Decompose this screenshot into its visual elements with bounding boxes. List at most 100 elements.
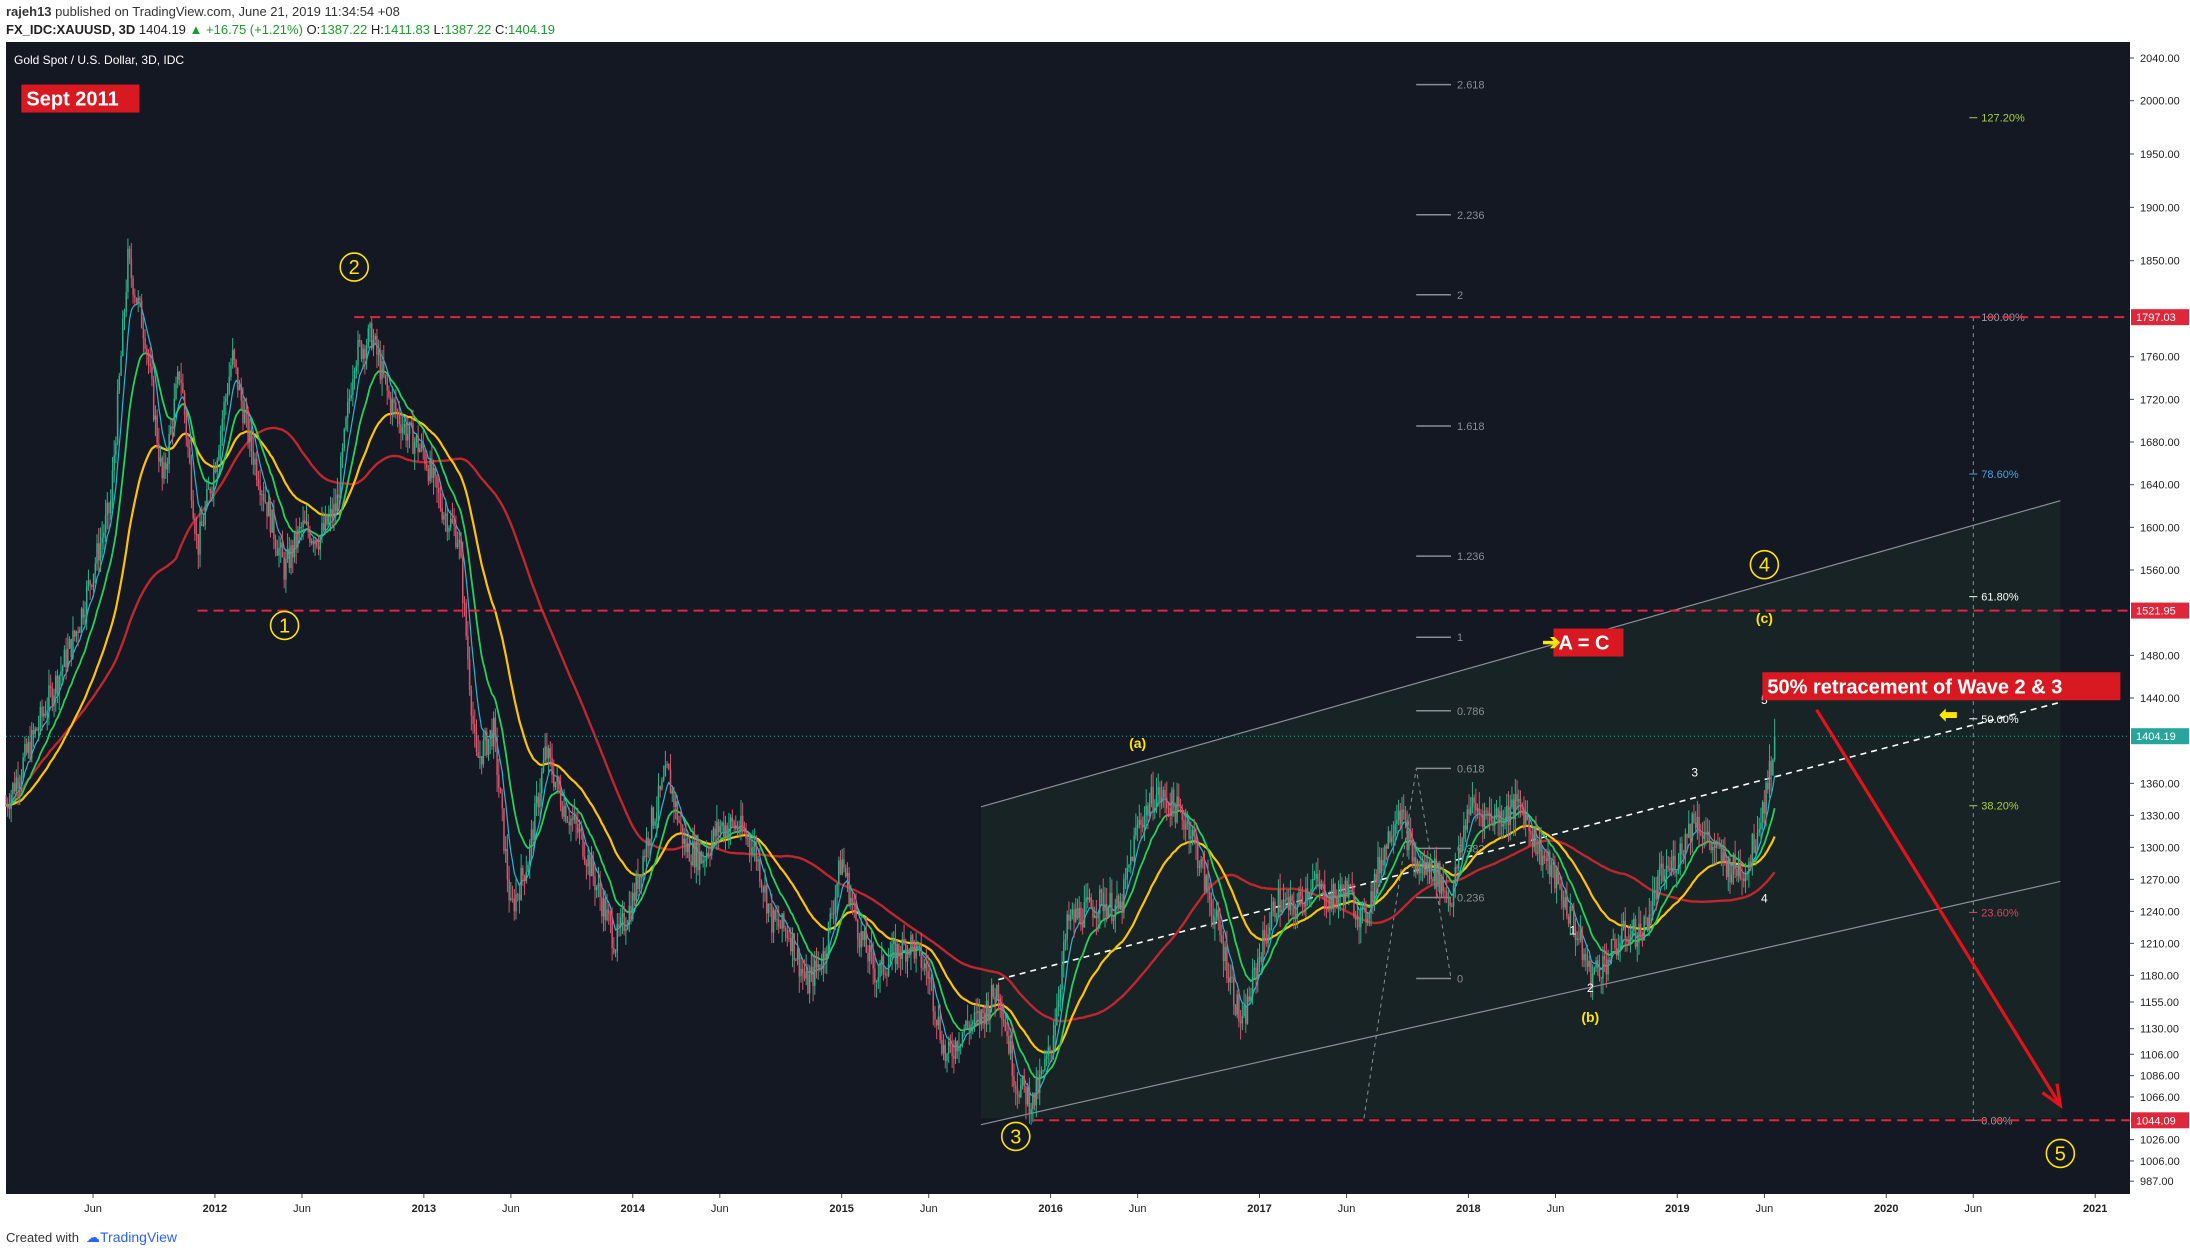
candle-body [183,392,186,416]
candle-body [520,867,522,900]
candle-body [558,776,560,790]
candle-body [1734,854,1736,869]
candle-body [199,521,201,555]
candle-body [348,398,351,403]
candle-body [1676,871,1678,874]
candle-body [175,384,177,399]
candle-body [65,649,67,668]
candle-body [894,939,897,965]
candle-body [80,608,83,630]
candle-body [122,318,124,356]
candle-body [247,411,249,443]
candle-body [336,494,339,512]
candle-body [1083,902,1086,928]
candle-body [206,489,208,508]
candle-body [1330,894,1333,909]
candle-body [458,539,461,544]
candle-body [1741,878,1743,880]
candle-body [1600,977,1602,979]
candle-body [1427,861,1429,872]
candle-body [666,764,668,766]
candle-body [1353,891,1355,917]
candle-body [1325,906,1328,910]
candle-body [178,371,181,380]
price-axis[interactable] [2130,42,2190,1220]
candle-body [1530,830,1532,835]
candle-body [465,603,467,637]
candle-body [1099,889,1101,914]
price-tick-label: 1360.00 [2140,778,2180,790]
candle-body [743,830,746,832]
fib-extension-label: 2 [1457,290,1463,302]
candle-body [1114,904,1117,919]
candle-body [245,411,248,413]
time-tick-label: 2019 [1665,1203,1689,1215]
candle-body [314,540,316,545]
candle-body [494,717,497,738]
candle-body [1681,843,1683,855]
candle-body [1119,901,1122,909]
candle-body [880,955,883,963]
candle-body [681,824,684,845]
candle-body [568,821,570,826]
candle-body [1339,884,1341,895]
candle-body [1332,884,1335,909]
candle-body [1633,918,1635,931]
candle-body [656,812,658,822]
candle-body [695,841,698,868]
candle-body [1380,860,1383,874]
candle-body [803,973,806,979]
ema-slow-line [5,411,1776,1054]
candle-body [1050,1050,1053,1052]
candle-body [839,860,842,875]
candle-body [657,785,660,813]
candle-body [1289,895,1292,911]
candle-body [1703,833,1705,839]
candle-body [963,1028,965,1033]
candle-body [1602,956,1604,979]
candle-body [302,520,304,528]
candle-body [645,837,648,857]
candle-body [1299,891,1302,896]
candle-body [18,782,21,789]
time-tick-label: Jun [293,1203,311,1215]
candle-body [1281,909,1283,913]
candle-body [740,815,742,832]
candle-body [1253,967,1256,970]
candle-body [1032,1092,1034,1110]
candle-body [935,1019,938,1026]
candle-body [1344,880,1347,906]
time-axis[interactable] [0,1194,2130,1220]
price-tick-label: 1066.00 [2140,1092,2180,1104]
candle-body [137,297,139,303]
candle-body [1071,909,1074,916]
candle-body [1672,855,1675,861]
candle-body [1772,759,1774,776]
candle-body [1626,938,1628,942]
candle-body [549,748,552,758]
time-tick-label: 2016 [1038,1203,1062,1215]
time-tick-label: 2012 [203,1203,227,1215]
candle-body [1701,834,1704,839]
publisher-name[interactable]: rajeh13 [6,4,52,19]
candle-body [116,390,119,443]
time-tick-label: Jun [920,1203,938,1215]
candle-body [1308,891,1311,898]
price-chart[interactable]: 2.6182.23621.6181.23610.7860.6180.3820.2… [0,42,2190,1220]
candle-body [937,1016,940,1026]
candle-body [1164,789,1166,798]
candle-body [609,913,612,921]
candle-body [271,509,273,533]
time-tick-label: 2018 [1456,1203,1480,1215]
candle-body [934,1011,936,1020]
candle-body [587,855,589,867]
tradingview-logo[interactable]: ☁TradingView [86,1229,177,1246]
publisher-line: rajeh13 published on TradingView.com, Ju… [6,4,400,19]
candle-body [343,429,346,448]
candle-body [1621,928,1623,944]
candle-body [752,846,754,855]
candle-body [331,508,334,519]
candle-body [731,817,734,822]
candle-body [39,706,42,728]
candle-body [357,340,359,366]
